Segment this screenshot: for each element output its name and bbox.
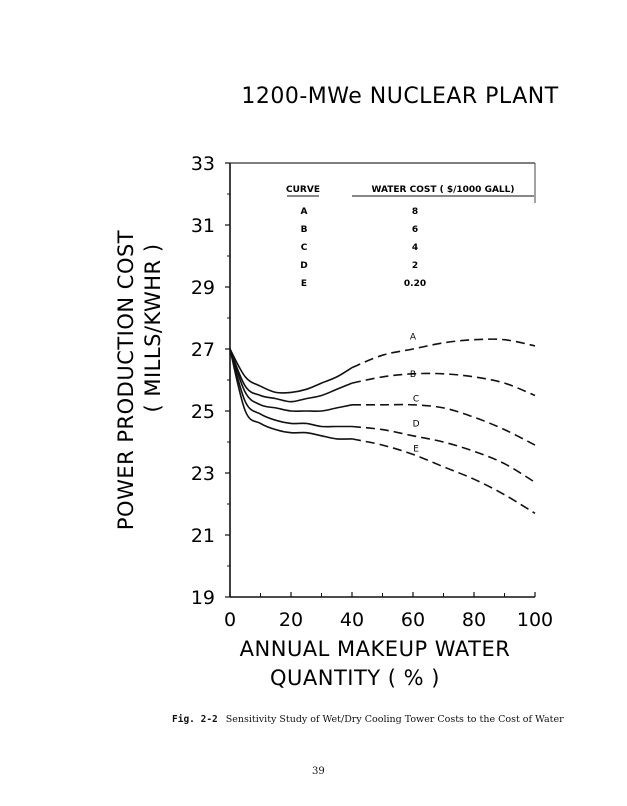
axes: [229, 162, 536, 598]
legend-header-cost: WATER COST ( $/1000 GALL): [371, 185, 514, 195]
x-axis-unit-label: QUANTITY ( % ): [270, 666, 440, 690]
legend: CURVE WATER COST ( $/1000 GALL) A 8 B 6 C 4 D 2 E 0…: [286, 185, 534, 289]
series-label-D: D: [413, 420, 420, 430]
legend-cost-A: 8: [412, 207, 418, 217]
x-tick-label: 0: [224, 609, 236, 631]
legend-curve-A: A: [301, 207, 308, 217]
series-label-E: E: [413, 444, 419, 454]
legend-curve-D: D: [300, 261, 307, 271]
ticks: 19 21 23 25 27 29 31 33 0 20 40 60 80 100: [191, 153, 553, 631]
legend-header-curve: CURVE: [286, 185, 320, 195]
series-line-D-solid: [229, 348, 352, 428]
series-label-A: A: [410, 333, 417, 343]
legend-curve-E: E: [301, 279, 307, 289]
x-tick-label: 20: [279, 609, 303, 631]
y-tick-label: 29: [191, 277, 215, 299]
y-tick-label: 23: [191, 463, 215, 485]
legend-cost-C: 4: [412, 243, 418, 253]
series-line-A-dashed: [351, 338, 536, 369]
y-axis-unit-label: ( MILLS/KWHR ): [141, 243, 165, 412]
x-axis-label: ANNUAL MAKEUP WATER: [240, 637, 511, 661]
legend-cost-B: 6: [412, 225, 418, 235]
series-label-B: B: [410, 370, 416, 380]
series-line-E-solid: [229, 348, 353, 440]
y-tick-label: 27: [191, 339, 215, 361]
y-tick-label: 19: [191, 587, 215, 609]
series-line-B-solid: [229, 348, 353, 403]
series-line-A-solid: [229, 348, 353, 394]
y-tick-label: 25: [191, 401, 215, 423]
y-tick-label: 21: [191, 525, 215, 547]
y-tick-label: 33: [191, 153, 215, 175]
legend-cost-E: 0.20: [404, 279, 426, 289]
series-line-B-dashed: [351, 372, 536, 397]
x-tick-label: 60: [401, 609, 425, 631]
y-axis-label-group: POWER PRODUCTION COST ( MILLS/KWHR ): [114, 230, 165, 530]
figure-caption: Fig. 2-2 Sensitivity Study of Wet/Dry Coo…: [172, 714, 592, 726]
x-tick-label: 80: [462, 609, 486, 631]
y-axis-label: POWER PRODUCTION COST: [114, 230, 138, 530]
x-tick-label: 100: [517, 609, 553, 631]
legend-cost-D: 2: [412, 261, 418, 271]
series-label-C: C: [413, 395, 419, 405]
legend-curve-C: C: [301, 243, 308, 253]
y-tick-label: 31: [191, 215, 215, 237]
x-tick-label: 40: [340, 609, 364, 631]
series-line-D-dashed: [351, 425, 536, 483]
chart-title: 1200-MWe NUCLEAR PLANT: [241, 84, 558, 109]
series-line-C-dashed: [351, 403, 536, 446]
series-line-E-dashed: [351, 438, 536, 514]
series-layer: A B C D E: [229, 333, 536, 514]
figure-label: Fig. 2-2: [172, 714, 218, 725]
series-line-C-solid: [229, 348, 353, 413]
page-number: 39: [312, 766, 325, 777]
legend-curve-B: B: [301, 225, 308, 235]
figure-caption-text: Sensitivity Study of Wet/Dry Cooling Tow…: [225, 714, 564, 725]
